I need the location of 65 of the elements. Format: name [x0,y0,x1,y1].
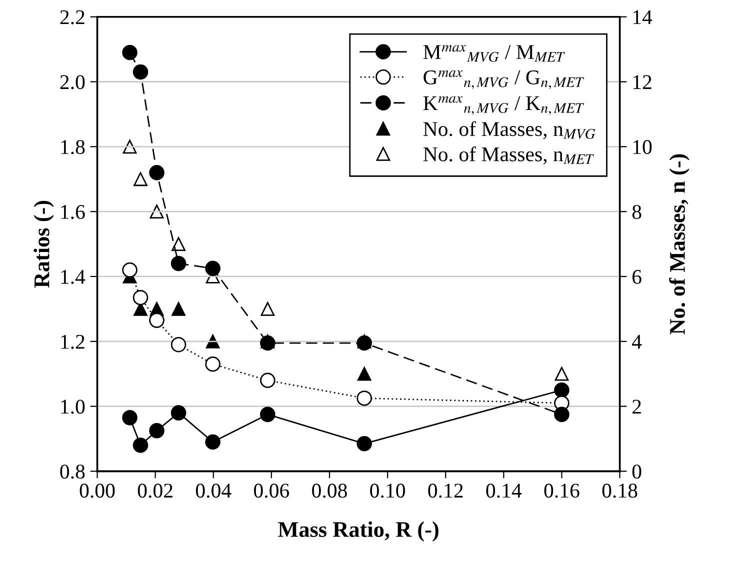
point [149,423,164,438]
x-tick-label: 0.02 [138,484,172,498]
x-tick-label: 0.18 [602,484,638,498]
y-tick-label: 2.0 [60,75,85,90]
point [170,405,186,420]
point [260,335,276,351]
y2-tick-label: 0 [632,464,642,479]
point [356,335,372,351]
x-tick-label: 0.12 [428,484,463,498]
point [132,438,148,453]
point [170,256,186,272]
point [150,204,164,219]
x-tick-label: 0.04 [196,484,232,498]
point [149,164,164,180]
point [149,312,164,328]
y2-tick-label: 4 [632,334,642,349]
y-axis-title: Ratios (-) [34,200,54,288]
point [122,410,138,426]
legend-label: K$^{max}$$_{n,MVG}$ / K$_{n,MET}$ [423,96,584,115]
legend-label: M$^{max}$$_{MVG}$ / M$_{MET}$ [423,45,566,62]
point [132,64,148,80]
y-tick-label: 2.2 [60,10,84,24]
y2-tick-label: 14 [633,10,652,24]
y-tick-label: 1.6 [61,205,85,220]
x-tick-label: 0.16 [544,484,580,498]
y-tick-label: 1.4 [61,270,86,284]
point [356,390,372,406]
point [356,436,372,452]
point [132,290,148,306]
y2-tick-label: 10 [633,140,652,154]
point [554,366,569,381]
point [205,434,220,450]
legend-label: G$^{max}$$_{n,MVG}$ / G$_{n,MET}$ [424,70,584,89]
y2-tick-label: 8 [632,204,642,220]
y2-tick-label: 2 [632,400,641,414]
point [357,366,372,381]
legend-label: No. of Masses, n$_{MVG}$ [423,121,596,140]
point [205,260,220,276]
y-tick-label: 1.8 [61,140,85,154]
point [554,382,570,398]
point [260,372,276,388]
y-tick-label: 0.8 [60,464,85,479]
point [260,302,275,316]
point [122,262,138,278]
point [172,302,186,316]
point [134,172,148,186]
x-tick-label: 0.08 [312,484,347,498]
x-tick-label: 0.14 [486,484,522,498]
x-tick-label: 0.00 [80,484,115,498]
x-tick-label: 0.10 [370,484,405,498]
point [205,356,220,372]
point [122,44,138,60]
point [206,334,220,348]
y-tick-label: 1.0 [61,400,85,414]
point [172,237,186,251]
y2-tick-label: 6 [632,270,642,284]
legend-label: No. of Masses, n$_{MET}$ [423,146,594,164]
x-axis-title: Mass Ratio, R (-) [278,521,438,542]
point [260,406,276,422]
y-tick-label: 1.2 [61,334,84,349]
y2-tick-label: 12 [633,75,652,89]
x-tick-label: 0.06 [254,484,290,498]
y2-axis-title: No. of Masses, n (-) [669,154,690,334]
point [170,337,186,352]
point [554,406,570,422]
